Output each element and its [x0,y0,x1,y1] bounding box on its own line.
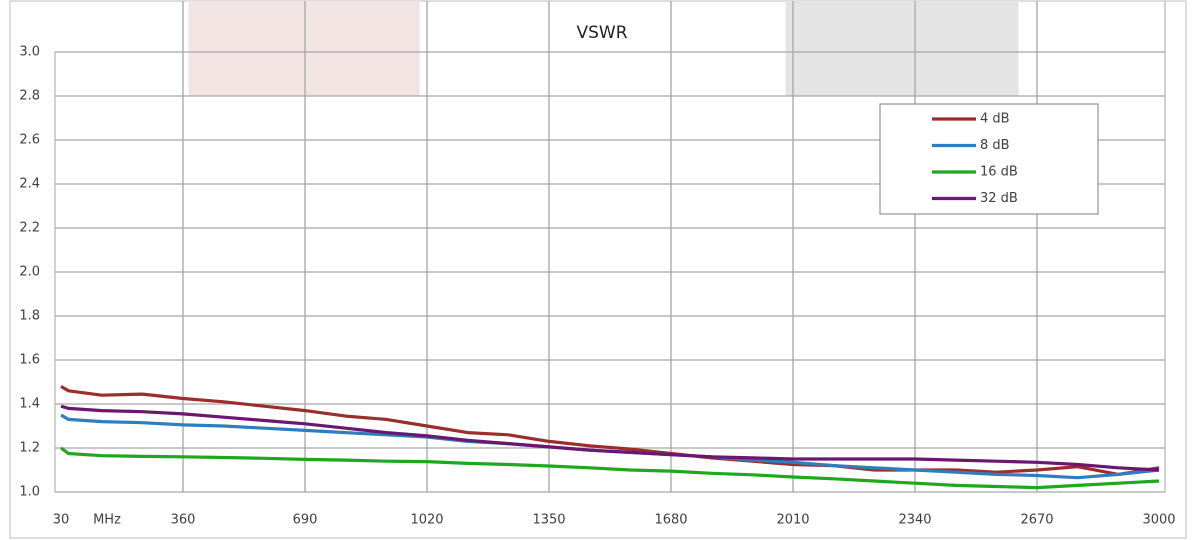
series-line [60,446,1160,490]
series-line [60,385,1160,476]
shaded-band [785,1,1019,96]
legend-label: 4 dB [980,112,1010,127]
y-tick-label: 2.0 [19,265,40,280]
series-line [60,404,1160,472]
legend-label: 32 dB [980,191,1018,206]
shaded-band [188,1,420,96]
y-tick-label: 3.0 [19,45,40,60]
x-tick-label: 3000 [1142,513,1175,528]
chart-title: VSWR [576,23,627,43]
x-tick-label: 2340 [898,513,931,528]
y-tick-label: 1.8 [19,309,40,324]
legend-label: 8 dB [980,138,1010,153]
x-tick-label: 30 [53,513,70,528]
y-tick-label: 1.4 [19,397,40,412]
x-tick-label: 2010 [776,513,809,528]
x-tick-label: 360 [171,513,196,528]
x-tick-label: 1680 [654,513,687,528]
x-unit-label: MHz [93,513,121,528]
y-tick-label: 1.0 [19,485,40,500]
legend-box [879,103,1099,215]
y-tick-label: 2.2 [19,221,40,236]
x-tick-label: 1350 [532,513,565,528]
x-tick-label: 1020 [410,513,443,528]
y-tick-label: 1.2 [19,441,40,456]
x-tick-label: 2670 [1020,513,1053,528]
legend-label: 16 dB [980,165,1018,180]
y-tick-label: 2.8 [19,89,40,104]
y-tick-label: 2.4 [19,177,40,192]
y-tick-label: 2.6 [19,133,40,148]
x-tick-label: 690 [293,513,318,528]
y-tick-label: 1.6 [19,353,40,368]
